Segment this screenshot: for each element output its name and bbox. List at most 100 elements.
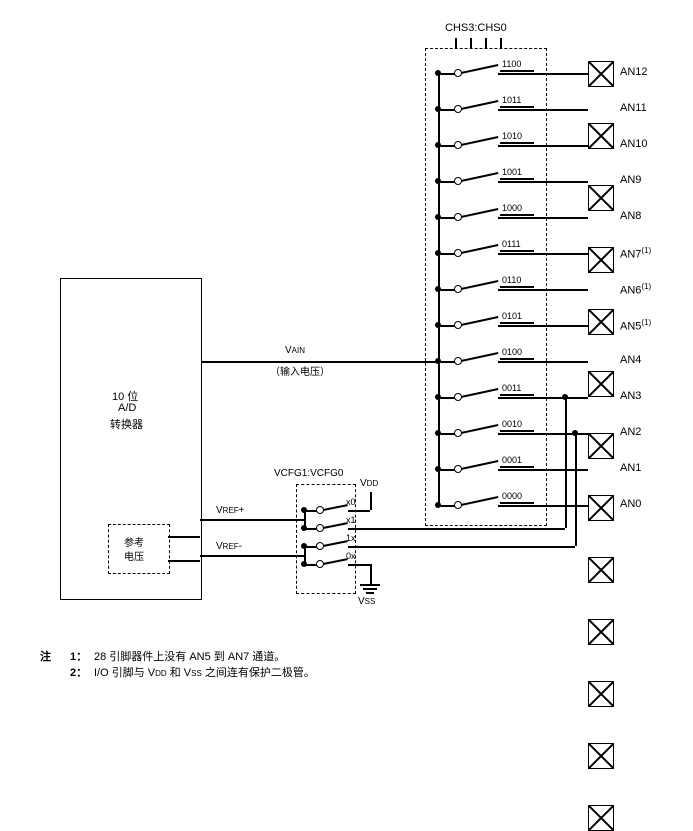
switch-stub	[438, 253, 455, 255]
pin-box	[588, 247, 614, 273]
vss-drop	[370, 564, 372, 584]
channel-wire	[498, 253, 588, 255]
channel-wire	[498, 289, 588, 291]
pin-name: AN12	[620, 66, 648, 78]
pin-box	[588, 743, 614, 769]
vcfg-code: 0x	[346, 551, 356, 561]
an3-junction	[562, 394, 568, 400]
switch-stub	[438, 505, 455, 507]
channel-wire	[498, 145, 588, 147]
channel-wire	[498, 361, 588, 363]
channel-code: 1011	[502, 95, 521, 105]
adc-line3: 转换器	[110, 416, 143, 432]
pin-name: AN10	[620, 138, 648, 150]
note1-num: 1：	[70, 648, 87, 664]
mux-bus-rail	[438, 73, 440, 505]
pin-box	[588, 805, 614, 831]
note2-text: I/O 引脚与 VDD 和 VSS 之间连有保护二极管。	[94, 664, 315, 680]
switch-stub	[438, 73, 455, 75]
channel-code: 1100	[502, 59, 521, 69]
pin-box	[588, 619, 614, 645]
chs-label: CHS3:CHS0	[445, 22, 507, 34]
vrefm-wire	[200, 555, 304, 557]
switch-stub	[438, 289, 455, 291]
pin-name: AN1	[620, 462, 641, 474]
vrefp-wire	[200, 519, 304, 521]
ref-line2: 电压	[124, 548, 144, 563]
pin-box	[588, 433, 614, 459]
vcfg-code: 1x	[346, 533, 356, 543]
code-underline	[500, 394, 534, 396]
channel-code: 0111	[502, 239, 521, 249]
vcfg-right-wire	[348, 564, 370, 566]
switch-stub	[438, 361, 455, 363]
code-underline	[500, 466, 534, 468]
x1-wire-v	[565, 397, 567, 528]
channel-code: 0101	[502, 311, 522, 321]
channel-wire	[498, 325, 588, 327]
pin-name: AN4	[620, 354, 641, 366]
channel-code: 1001	[502, 167, 522, 177]
channel-code: 0110	[502, 275, 521, 285]
channel-wire	[498, 181, 588, 183]
pin-name: AN7(1)	[620, 246, 651, 261]
vdd-label: VDD	[360, 478, 378, 489]
vcfg-right-wire	[348, 510, 370, 512]
gnd2	[363, 588, 377, 590]
code-underline	[500, 322, 534, 324]
channel-code: 1010	[502, 131, 522, 141]
pin-box	[588, 61, 614, 87]
pin-name: AN9	[620, 174, 641, 186]
code-underline	[500, 286, 534, 288]
channel-wire	[498, 73, 588, 75]
vcfg-right-wire	[348, 528, 370, 530]
pin-name: AN5(1)	[620, 318, 651, 333]
note2-num: 2：	[70, 664, 87, 680]
channel-code: 1000	[502, 203, 522, 213]
an2-junction	[572, 430, 578, 436]
vdd-riser	[370, 492, 372, 510]
pin-name: AN2	[620, 426, 641, 438]
notes-header: 注	[40, 648, 51, 664]
pin-box	[588, 557, 614, 583]
pin-name: AN3	[620, 390, 641, 402]
pin-box	[588, 123, 614, 149]
channel-code: 0011	[502, 383, 521, 393]
chs-tick	[455, 38, 457, 48]
code-underline	[500, 502, 534, 504]
channel-wire	[498, 397, 588, 399]
vcfg-code: x0	[346, 497, 356, 507]
pin-box	[588, 371, 614, 397]
pin-box	[588, 495, 614, 521]
pin-box	[588, 681, 614, 707]
1x-wire-h	[370, 546, 575, 548]
pin-name: AN11	[620, 102, 647, 114]
vcfg-bus-top	[304, 510, 306, 528]
switch-stub	[438, 397, 455, 399]
switch-stub	[438, 109, 455, 111]
ref-to-vrefm	[168, 560, 200, 562]
code-underline	[500, 106, 534, 108]
switch-stub	[438, 325, 455, 327]
code-underline	[500, 142, 534, 144]
code-underline	[500, 358, 534, 360]
vcfg-right-wire	[348, 546, 370, 548]
vcfg-label: VCFG1:VCFG0	[274, 468, 343, 479]
code-underline	[500, 250, 534, 252]
vcfg-code: x1	[346, 515, 356, 525]
code-underline	[500, 214, 534, 216]
adc-line2: A/D	[118, 402, 136, 414]
code-underline	[500, 178, 534, 180]
switch-stub	[438, 469, 455, 471]
pin-box	[588, 309, 614, 335]
ref-to-vrefp	[168, 536, 200, 538]
gnd1	[360, 584, 380, 586]
channel-code: 0010	[502, 419, 522, 429]
channel-code: 0000	[502, 491, 522, 501]
gnd3	[366, 592, 374, 594]
vrefp-label: VREF+	[216, 505, 245, 516]
vrefm-label: VREF-	[216, 541, 242, 552]
chs-tick	[500, 38, 502, 48]
channel-wire	[498, 217, 588, 219]
channel-wire	[498, 109, 588, 111]
